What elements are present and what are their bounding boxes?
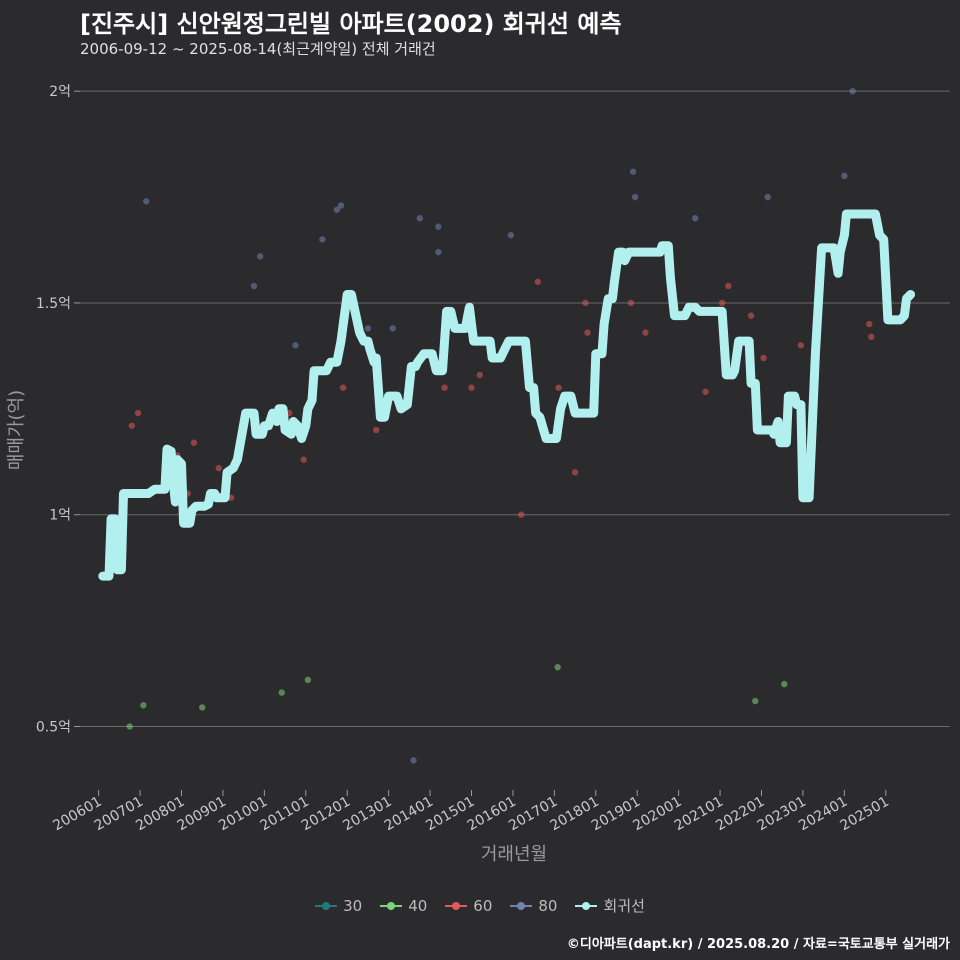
chart-legend: 30 40 60 80 회귀선 xyxy=(0,895,960,916)
scatter-point-60 xyxy=(190,439,198,446)
scatter-point-60 xyxy=(725,282,732,290)
scatter-point-60 xyxy=(627,299,635,307)
scatter-point-60 xyxy=(582,299,589,307)
scatter-point-80 xyxy=(319,236,326,243)
scatter-point-80 xyxy=(629,168,637,175)
scatter-point-60 xyxy=(300,456,307,463)
chart-subtitle: 2006-09-12 ~ 2025-08-14(최근계약일) 전체 거래건 xyxy=(80,40,436,58)
scatter-point-60 xyxy=(797,342,805,349)
legend-item-80: 80 xyxy=(510,897,557,915)
legend-key xyxy=(445,899,468,913)
scatter-point-60 xyxy=(128,422,135,429)
scatter-point-80 xyxy=(507,231,515,239)
scatter-point-60 xyxy=(555,384,562,391)
scatter-point-60 xyxy=(866,320,873,328)
regression-line-path xyxy=(98,209,916,581)
scatter-point-60 xyxy=(373,426,380,434)
legend-key xyxy=(575,899,598,913)
scatter-point-60 xyxy=(518,511,525,518)
legend-label: 30 xyxy=(343,896,363,915)
scatter-point-60 xyxy=(718,299,726,307)
scatter-point-80 xyxy=(389,325,396,332)
scatter-point-80 xyxy=(631,193,639,201)
legend-item-60: 60 xyxy=(445,897,492,915)
legend-item-30: 30 xyxy=(315,897,362,915)
regression-line xyxy=(98,209,916,581)
legend-key xyxy=(380,899,403,913)
chart-title: [진주시] 신안원정그린빌 아파트(2002) 회귀선 예측 xyxy=(80,10,622,38)
legend-key xyxy=(510,899,533,913)
legend-item-40: 40 xyxy=(380,897,427,915)
y-tick-label: 1.5억 xyxy=(36,296,71,312)
scatter-point-40 xyxy=(781,680,788,688)
legend-label: 60 xyxy=(473,896,493,915)
scatter-point-60 xyxy=(534,278,541,285)
scatter-point-40 xyxy=(278,689,285,696)
scatter-point-40 xyxy=(304,676,312,684)
scatter-point-40 xyxy=(126,723,133,730)
y-axis-label: 매매가(억) xyxy=(6,390,27,470)
scatter-point-60 xyxy=(468,384,475,391)
x-axis-label: 거래년월 xyxy=(481,844,547,865)
scatter-point-60 xyxy=(642,329,649,336)
grid-lines xyxy=(80,90,950,727)
source-footer: ©디아파트(dapt.kr) / 2025.08.20 / 자료=국토교통부 실… xyxy=(566,937,950,952)
y-axis: 0.5억 1억 1.5억 2억 xyxy=(36,84,80,735)
scatter-point-80 xyxy=(143,198,150,205)
scatter-point-60 xyxy=(441,384,448,391)
scatter-point-60 xyxy=(760,354,767,362)
scatter-point-60 xyxy=(215,464,222,472)
y-tick-label: 0.5억 xyxy=(36,719,71,735)
scatter-points xyxy=(126,87,875,764)
scatter-point-60 xyxy=(868,333,875,341)
scatter-point-80 xyxy=(849,87,856,95)
legend-key xyxy=(315,899,338,913)
scatter-point-80 xyxy=(435,223,442,230)
scatter-point-40 xyxy=(752,697,759,705)
scatter-point-80 xyxy=(333,206,341,213)
x-axis: 2006012007012008012009012010012011012012… xyxy=(50,790,892,834)
scatter-point-60 xyxy=(571,469,579,476)
scatter-point-60 xyxy=(476,371,483,379)
scatter-point-80 xyxy=(764,193,771,201)
scatter-point-80 xyxy=(257,253,264,260)
scatter-point-40 xyxy=(140,702,147,709)
scatter-point-40 xyxy=(554,663,561,671)
scatter-point-80 xyxy=(435,248,442,256)
scatter-point-80 xyxy=(841,172,848,180)
scatter-point-40 xyxy=(199,704,206,711)
legend-label: 40 xyxy=(408,896,428,915)
legend-label: 80 xyxy=(538,896,558,915)
scatter-point-80 xyxy=(692,215,699,222)
legend-label: 회귀선 xyxy=(603,897,645,915)
y-tick-label: 1억 xyxy=(49,508,71,524)
scatter-point-80 xyxy=(337,202,345,209)
scatter-point-80 xyxy=(410,757,417,764)
scatter-point-80 xyxy=(416,215,423,222)
scatter-point-60 xyxy=(747,312,755,319)
y-tick-label: 2억 xyxy=(49,84,71,100)
scatter-point-60 xyxy=(134,409,142,417)
scatter-point-60 xyxy=(584,329,591,336)
scatter-point-80 xyxy=(292,342,299,349)
scatter-point-80 xyxy=(364,325,372,332)
legend-item-회귀선: 회귀선 xyxy=(575,895,645,916)
scatter-point-80 xyxy=(250,282,258,290)
scatter-point-60 xyxy=(702,388,709,396)
scatter-point-60 xyxy=(339,384,347,391)
